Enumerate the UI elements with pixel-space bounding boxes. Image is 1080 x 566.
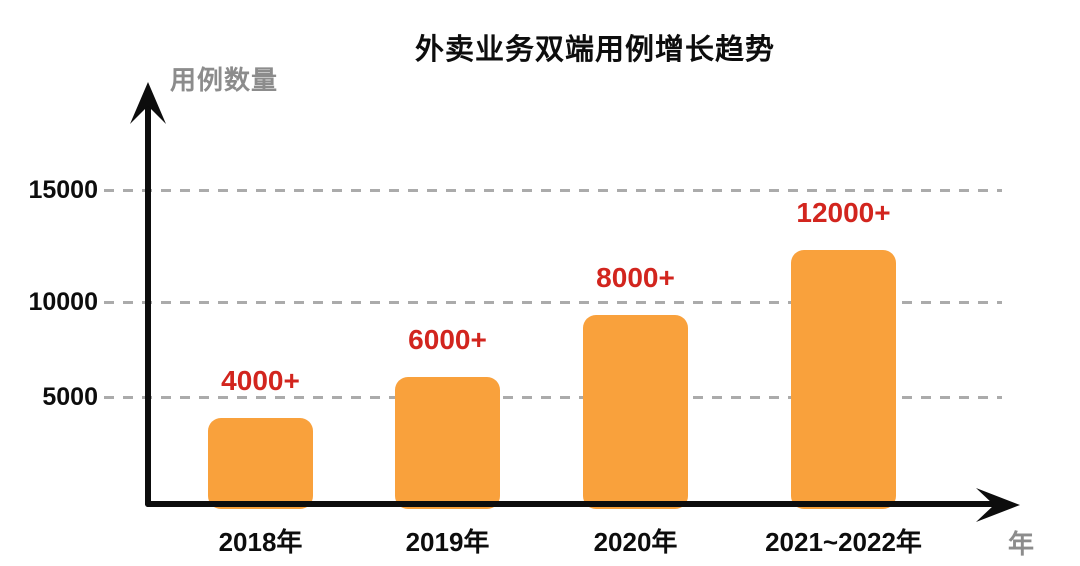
x-axis-label: 年	[1008, 529, 1035, 559]
y-tick-10000: 10000	[28, 288, 98, 316]
gridline-15000	[104, 189, 1002, 192]
up-arrow-icon	[130, 82, 166, 124]
bar-2018	[208, 418, 313, 509]
value-label-2021-2022: 12000+	[796, 197, 891, 229]
value-label-2018: 4000+	[221, 365, 300, 397]
x-tick-2020: 2020年	[593, 527, 678, 557]
x-tick-2018: 2018年	[218, 527, 303, 557]
y-tick-15000: 15000	[28, 176, 98, 204]
x-tick-2019: 2019年	[405, 527, 490, 557]
y-tick-5000: 5000	[42, 383, 98, 411]
gridline-5000	[104, 396, 1002, 399]
gridline-10000	[104, 301, 1002, 304]
value-label-2019: 6000+	[408, 323, 487, 355]
right-arrow-icon	[976, 488, 1020, 522]
y-axis-label: 用例数量	[170, 65, 279, 95]
bar-2019	[395, 376, 500, 509]
x-tick-2021-2022: 2021~2022年	[765, 527, 922, 557]
x-axis-line	[145, 501, 1007, 507]
chart-title: 外卖业务双端用例增长趋势	[414, 34, 775, 66]
y-axis-line	[145, 92, 151, 507]
bar-2020	[583, 314, 688, 509]
bar-2021-2022	[791, 250, 896, 509]
value-label-2020: 8000+	[596, 261, 675, 293]
